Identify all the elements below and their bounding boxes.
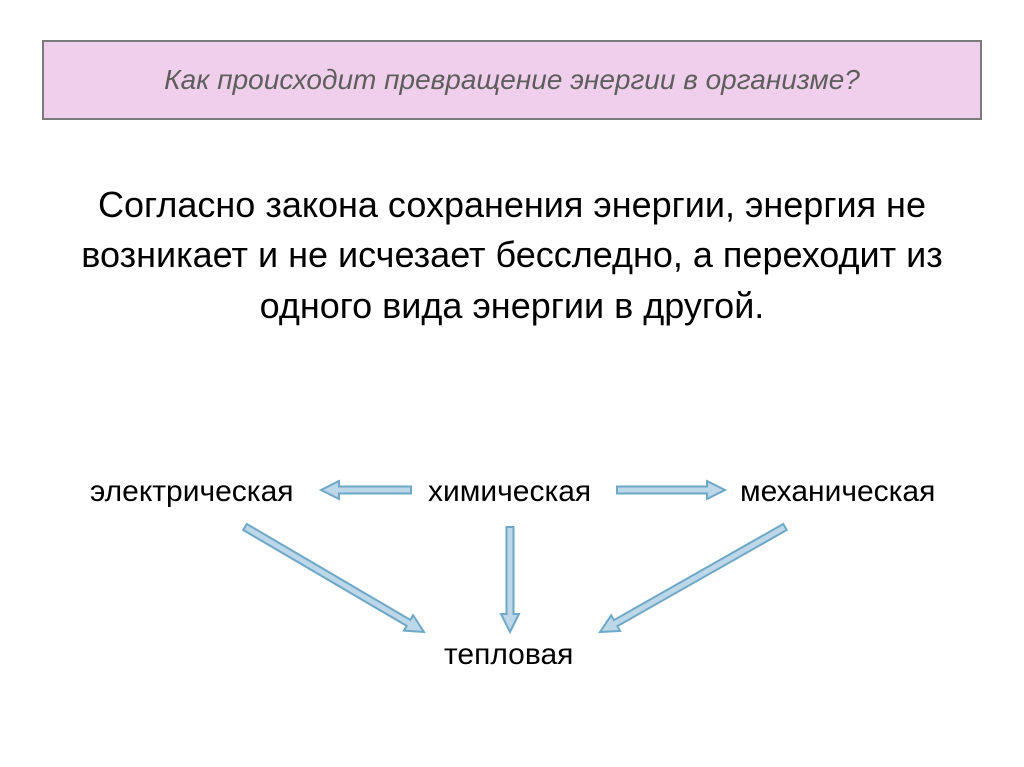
diagram-node-electrical: электрическая [90,475,294,509]
diagram-node-thermal: тепловая [444,638,573,672]
title-text: Как происходит превращение энергии в орг… [164,64,860,96]
title-box: Как происходит превращение энергии в орг… [42,40,982,120]
diagram-node-mechanical: механическая [740,475,935,509]
main-paragraph: Согласно закона сохранения энергии, энер… [80,180,944,331]
diagram-node-chemical: химическая [428,475,591,509]
